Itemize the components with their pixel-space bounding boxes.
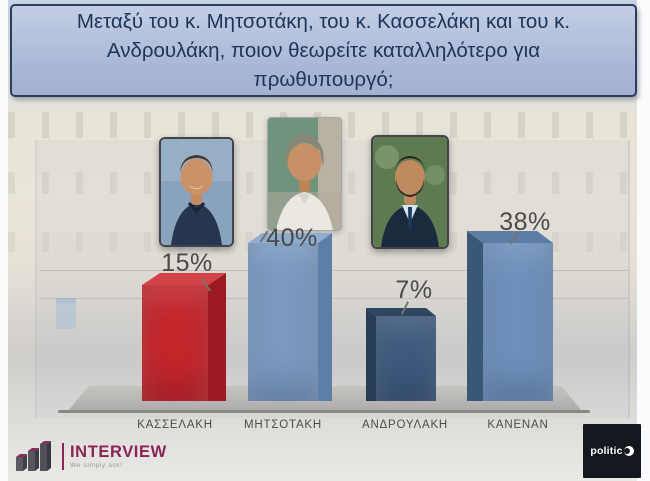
gridline (40, 298, 628, 299)
question-line-3: πρωθυπουργό; (253, 68, 394, 91)
bar-side (366, 308, 376, 401)
value-label-kanenan: 38% (499, 208, 551, 236)
interview-logo: INTERVIEW We simply ask! (14, 439, 167, 473)
question-line-2: Ανδρουλάκη, ποιον θεωρείτε καταλληλότερο… (106, 39, 541, 62)
politico-logo-text: politic (590, 445, 623, 457)
value-label-kasselakis: 15% (161, 249, 213, 277)
bar-front (142, 285, 208, 401)
gridline (40, 270, 628, 271)
bar-front (376, 316, 436, 401)
bar-side (208, 273, 226, 401)
politico-o-icon (623, 446, 634, 456)
bar-side (467, 231, 483, 401)
category-label-mitsotakis: ΜΗΤΣΟΤΑΚΗ (244, 419, 322, 431)
bar-side (318, 233, 332, 401)
androulakis-portrait (371, 135, 449, 249)
value-label-mitsotakis: 40% (266, 224, 318, 252)
bar-top (467, 231, 553, 243)
bar-front (483, 243, 553, 401)
category-label-kanenan: ΚΑΝΕΝΑΝ (487, 419, 549, 431)
value-label-androulakis: 7% (395, 276, 433, 304)
chart-baseline (58, 410, 590, 413)
bar-top (248, 233, 332, 243)
androulakis-avatar-graphic (373, 137, 447, 247)
bar-front (248, 243, 318, 401)
interview-bars-icon (16, 441, 51, 471)
category-label-kasselakis: ΚΑΣΣΕΛΑΚΗ (137, 419, 213, 431)
mitsotakis-portrait (267, 117, 342, 231)
question-title-box: Μεταξύ του κ. Μητσοτάκη, του κ. Κασσελάκ… (10, 4, 637, 97)
guard-booth (56, 298, 76, 329)
kasselakis-avatar-graphic (161, 139, 232, 245)
kasselakis-portrait (159, 137, 234, 247)
mitsotakis-avatar-graphic (268, 118, 341, 230)
interview-logo-divider (62, 442, 64, 470)
interview-logo-text: INTERVIEW (70, 442, 167, 461)
question-line-1: Μεταξύ του κ. Μητσοτάκη, του κ. Κασσελάκ… (76, 10, 571, 33)
category-label-androulakis: ΑΝΔΡΟΥΛΑΚΗ (361, 419, 449, 431)
interview-tagline: We simply ask! (70, 461, 123, 469)
bar-top (366, 308, 436, 316)
politico-logo: politic (583, 424, 641, 478)
